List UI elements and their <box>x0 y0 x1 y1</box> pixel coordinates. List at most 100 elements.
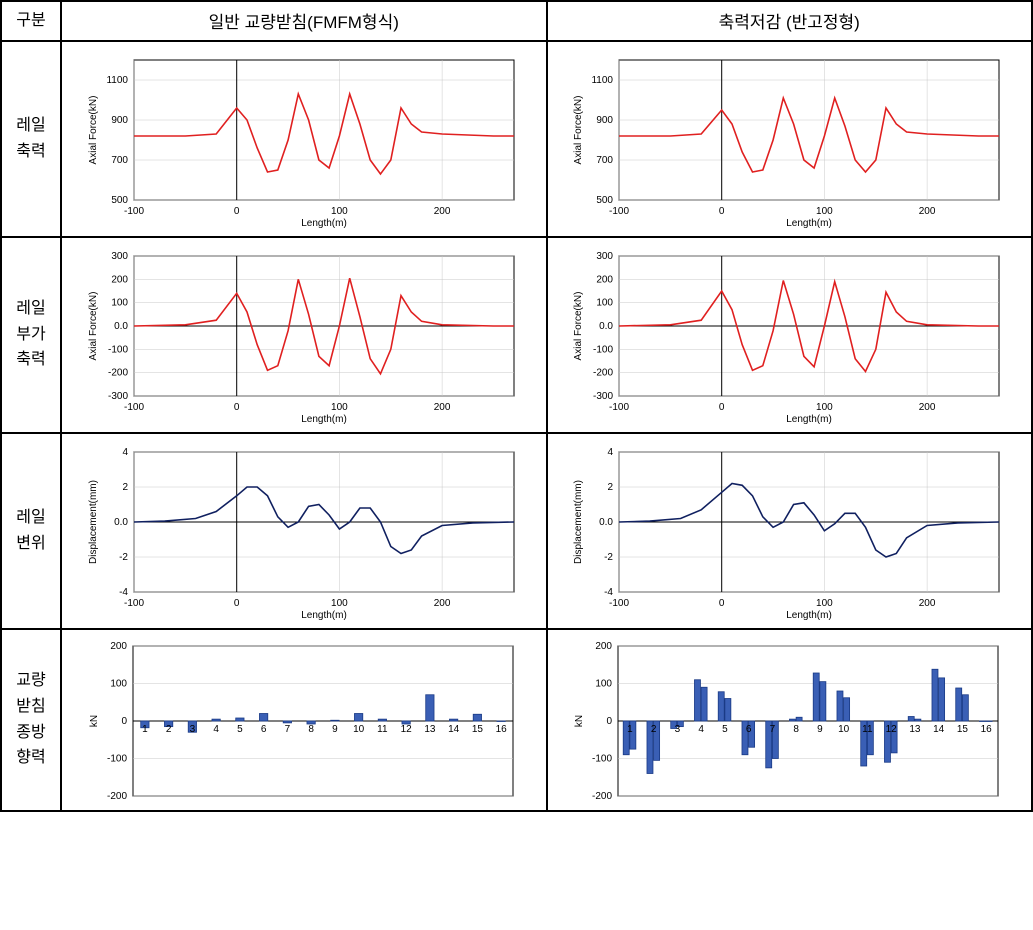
svg-text:-100: -100 <box>108 344 128 355</box>
cell-addforce-left: -300-200-1000.0100200300-1000100200Lengt… <box>62 238 548 432</box>
svg-text:-100: -100 <box>124 598 144 609</box>
svg-text:-100: -100 <box>609 402 629 413</box>
svg-text:12: 12 <box>400 724 412 735</box>
svg-text:0.0: 0.0 <box>114 517 128 528</box>
svg-text:kN: kN <box>574 714 585 726</box>
svg-text:9: 9 <box>817 724 823 735</box>
svg-text:200: 200 <box>434 598 451 609</box>
svg-text:100: 100 <box>816 598 833 609</box>
svg-text:-2: -2 <box>119 552 128 563</box>
svg-text:Length(m): Length(m) <box>786 218 832 228</box>
row1-label-text: 레일축력 <box>16 113 45 164</box>
svg-text:200: 200 <box>110 641 127 652</box>
svg-text:0: 0 <box>607 716 613 727</box>
svg-text:-2: -2 <box>604 552 613 563</box>
svg-text:Length(m): Length(m) <box>301 610 347 620</box>
svg-text:-100: -100 <box>124 206 144 217</box>
svg-text:14: 14 <box>933 724 945 735</box>
row4-label-text: 교량받침종방향력 <box>16 668 45 770</box>
svg-text:200: 200 <box>596 641 613 652</box>
svg-text:13: 13 <box>910 724 922 735</box>
svg-text:700: 700 <box>111 155 128 166</box>
svg-text:Axial Force(kN): Axial Force(kN) <box>88 95 99 164</box>
svg-text:Length(m): Length(m) <box>786 414 832 424</box>
svg-text:500: 500 <box>597 195 614 206</box>
svg-text:9: 9 <box>332 724 338 735</box>
svg-text:0: 0 <box>234 598 240 609</box>
svg-text:2: 2 <box>166 724 172 735</box>
svg-text:-200: -200 <box>107 791 127 802</box>
cell-disp-left: -4 -2 0.0 2 4 -100 0 100 200 Length(m) Displacemen… <box>62 434 548 628</box>
row1-label: 레일축력 <box>2 42 62 236</box>
svg-text:200: 200 <box>919 402 936 413</box>
svg-text:2: 2 <box>122 482 128 493</box>
svg-text:100: 100 <box>596 678 613 689</box>
svg-text:200: 200 <box>597 274 614 285</box>
svg-text:200: 200 <box>111 274 128 285</box>
row3-label: 레일변위 <box>2 434 62 628</box>
svg-text:100: 100 <box>816 206 833 217</box>
cell-react-left: -200-100010020012345678910111213141516kN <box>62 630 548 810</box>
svg-text:15: 15 <box>957 724 969 735</box>
svg-text:-4: -4 <box>119 587 128 598</box>
svg-text:7: 7 <box>284 724 290 735</box>
svg-text:1100: 1100 <box>592 75 614 86</box>
svg-text:10: 10 <box>353 724 365 735</box>
svg-text:Displacement(mm): Displacement(mm) <box>88 480 99 564</box>
svg-text:700: 700 <box>597 155 614 166</box>
svg-text:-300: -300 <box>593 391 613 402</box>
svg-text:0.0: 0.0 <box>114 321 128 332</box>
svg-text:2: 2 <box>651 724 657 735</box>
svg-text:0.0: 0.0 <box>599 517 613 528</box>
svg-text:-100: -100 <box>592 753 612 764</box>
cell-react-right: -200-100010020012345678910111213141516kN <box>548 630 1032 810</box>
svg-text:200: 200 <box>434 402 451 413</box>
svg-text:100: 100 <box>331 402 348 413</box>
svg-text:4: 4 <box>122 447 128 458</box>
svg-text:13: 13 <box>424 724 436 735</box>
header-col2-text: 축력저감 (반고정형) <box>719 8 860 33</box>
svg-text:100: 100 <box>597 297 614 308</box>
svg-text:6: 6 <box>261 724 267 735</box>
svg-text:15: 15 <box>472 724 484 735</box>
svg-text:4: 4 <box>699 724 705 735</box>
svg-text:Length(m): Length(m) <box>786 610 832 620</box>
svg-text:-100: -100 <box>124 402 144 413</box>
svg-text:8: 8 <box>794 724 800 735</box>
svg-text:4: 4 <box>213 724 219 735</box>
svg-text:Axial Force(kN): Axial Force(kN) <box>573 95 584 164</box>
svg-text:3: 3 <box>675 724 681 735</box>
svg-text:100: 100 <box>331 598 348 609</box>
svg-text:-100: -100 <box>107 753 127 764</box>
svg-text:Length(m): Length(m) <box>301 218 347 228</box>
svg-text:1: 1 <box>142 724 148 735</box>
svg-text:16: 16 <box>981 724 993 735</box>
svg-text:8: 8 <box>308 724 314 735</box>
svg-text:-4: -4 <box>604 587 613 598</box>
svg-text:2: 2 <box>608 482 614 493</box>
svg-text:Axial Force(kN): Axial Force(kN) <box>573 291 584 360</box>
svg-text:4: 4 <box>608 447 614 458</box>
svg-text:11: 11 <box>862 724 873 735</box>
svg-text:-100: -100 <box>593 344 613 355</box>
svg-text:5: 5 <box>722 724 728 735</box>
svg-text:11: 11 <box>377 724 388 735</box>
svg-text:1: 1 <box>627 724 633 735</box>
svg-text:3: 3 <box>189 724 195 735</box>
svg-text:500: 500 <box>111 195 128 206</box>
header-gubun-text: 구분 <box>16 8 45 34</box>
svg-text:100: 100 <box>331 206 348 217</box>
svg-text:0: 0 <box>719 402 725 413</box>
row-displacement: 레일변위 -4 -2 0.0 2 4 -100 0 100 200 Length(m) Displa… <box>2 434 1031 630</box>
svg-text:100: 100 <box>111 297 128 308</box>
svg-text:-100: -100 <box>609 598 629 609</box>
svg-text:1100: 1100 <box>106 75 128 86</box>
svg-text:kN: kN <box>89 714 100 726</box>
row3-label-text: 레일변위 <box>16 505 45 556</box>
svg-text:5: 5 <box>237 724 243 735</box>
svg-text:200: 200 <box>919 206 936 217</box>
svg-text:Axial Force(kN): Axial Force(kN) <box>88 291 99 360</box>
svg-text:100: 100 <box>816 402 833 413</box>
row2-label-text: 레일부가축력 <box>16 296 45 373</box>
svg-text:7: 7 <box>770 724 776 735</box>
